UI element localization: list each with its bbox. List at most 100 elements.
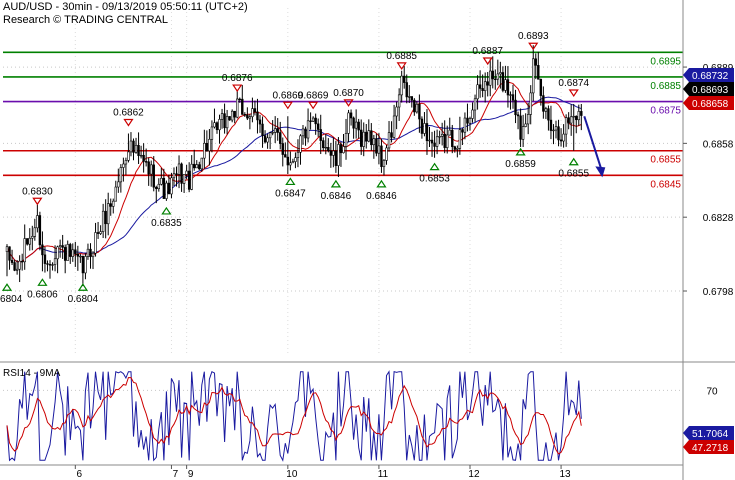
- candle: [220, 108, 224, 129]
- candle: [147, 157, 150, 186]
- candle: [152, 156, 155, 192]
- candle: [210, 120, 214, 153]
- candle: [476, 75, 479, 110]
- candle: [456, 145, 459, 158]
- candle-body: [203, 142, 206, 159]
- candle-body: [147, 161, 150, 175]
- candle-body: [51, 264, 54, 266]
- candle: [261, 116, 264, 148]
- candle: [552, 124, 555, 145]
- candle-body: [544, 108, 548, 112]
- candle: [109, 198, 112, 216]
- candle-body: [296, 151, 300, 159]
- candle-body: [26, 238, 29, 245]
- candle-body: [127, 151, 130, 161]
- candle-body: [342, 146, 345, 154]
- candle-body: [286, 156, 290, 166]
- candle: [514, 89, 517, 124]
- candle-body: [20, 260, 24, 263]
- candle: [114, 180, 117, 202]
- candle-body: [514, 99, 517, 116]
- forecast-arrow-line: [583, 115, 603, 170]
- swing-low-label: 0.6804: [0, 294, 23, 305]
- candle-body: [279, 132, 282, 144]
- candle-body: [273, 128, 277, 133]
- candle-body: [516, 114, 520, 117]
- candle-body: [382, 160, 386, 167]
- price-tag: 0.68732: [683, 68, 734, 82]
- candle-body: [483, 81, 487, 92]
- candle-body: [526, 114, 530, 125]
- swing-low-marker: [429, 162, 440, 171]
- candle-body: [119, 167, 123, 183]
- candle: [276, 118, 279, 141]
- candle: [81, 255, 85, 287]
- candle: [74, 241, 77, 267]
- candle-body: [79, 255, 82, 258]
- candle-body: [155, 186, 158, 190]
- candle: [559, 128, 563, 147]
- swing-low-marker: [37, 278, 48, 286]
- candle-body: [397, 94, 401, 108]
- candle: [175, 166, 178, 187]
- candle: [380, 138, 383, 173]
- candle: [66, 240, 69, 261]
- rsi-tag: 47.2718: [683, 440, 734, 454]
- candle: [139, 145, 143, 159]
- candle: [357, 118, 360, 139]
- candle: [172, 167, 176, 187]
- candle: [539, 78, 543, 106]
- candle-body: [13, 262, 16, 271]
- candle: [18, 255, 21, 283]
- candle-body: [415, 103, 419, 113]
- candle: [142, 143, 145, 173]
- x-tick-label: 13: [560, 469, 572, 480]
- candle-body: [306, 120, 310, 139]
- candle: [263, 130, 267, 144]
- candle: [491, 56, 494, 89]
- candle: [167, 174, 171, 195]
- rsi-tag-shape: [683, 426, 734, 440]
- candle-body: [193, 163, 196, 169]
- candle: [496, 59, 500, 86]
- candle-body: [112, 200, 115, 207]
- candle-body: [481, 88, 484, 92]
- candle-body: [491, 70, 494, 80]
- candle-body: [248, 116, 252, 119]
- candle-body: [220, 113, 224, 120]
- candle: [251, 97, 254, 123]
- candle-body: [529, 92, 532, 115]
- candle: [418, 94, 421, 133]
- moving-average-slow: [6, 96, 582, 263]
- candle: [187, 162, 191, 193]
- candle: [423, 112, 426, 137]
- candle: [554, 120, 558, 139]
- candle: [165, 180, 168, 201]
- rsi-tag-label: 47.2718: [692, 443, 729, 454]
- candle: [511, 84, 515, 109]
- level-label: 0.6895: [650, 56, 681, 67]
- candle: [15, 260, 19, 275]
- candle-body: [48, 264, 52, 266]
- swing-low-marker: [285, 177, 296, 186]
- candle-body: [549, 119, 553, 131]
- swing-low-label: 0.6806: [27, 289, 58, 300]
- moving-averages: [6, 80, 582, 263]
- candle: [256, 98, 259, 134]
- candle: [71, 243, 74, 262]
- candle-body: [23, 238, 26, 263]
- candle-body: [170, 177, 173, 195]
- candle: [521, 114, 525, 148]
- candle: [324, 134, 327, 155]
- candle: [501, 66, 505, 93]
- candle-body: [392, 115, 396, 138]
- candle-body: [129, 140, 133, 153]
- candle-body: [246, 114, 249, 119]
- candle: [8, 246, 11, 270]
- candle-body: [8, 246, 11, 261]
- candle: [279, 121, 282, 150]
- candle: [372, 134, 376, 159]
- candle: [144, 148, 148, 167]
- candle-body: [451, 129, 454, 147]
- candle-body: [569, 116, 573, 124]
